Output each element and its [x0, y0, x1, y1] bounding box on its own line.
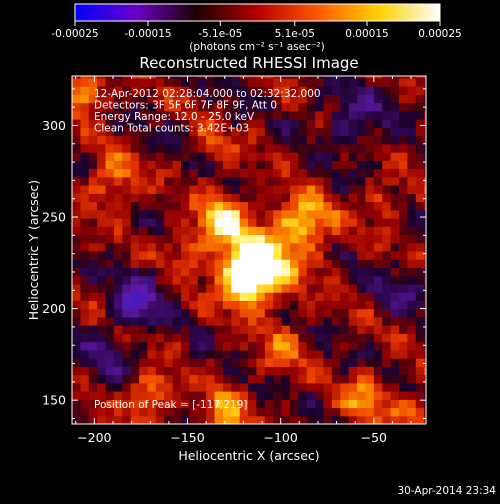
axis-ticks: −200 −150 −100 −50 150 200 250 300 — [42, 76, 426, 445]
x-tick-label: −200 — [77, 430, 111, 445]
colorbar-units: (photons cm⁻² s⁻¹ asec⁻²) — [189, 41, 324, 53]
colorbar-tick-label: -0.00015 — [124, 28, 171, 40]
annotation-line: Energy Range: 12.0 - 25.0 keV — [94, 111, 255, 123]
annotation-line: 12-Apr-2012 02:28:04.000 to 02:32:32.000 — [94, 88, 321, 100]
y-tick-label: 150 — [42, 393, 66, 408]
plot-area: −200 −150 −100 −50 150 200 250 300 — [42, 75, 427, 445]
colorbar-tick-label: 5.1e-05 — [275, 28, 315, 40]
x-tick-label: −100 — [264, 430, 298, 445]
y-tick-label: 250 — [42, 210, 66, 225]
colorbar: -0.00025 -0.00015 -5.1e-05 5.1e-05 0.00015 0.… — [51, 3, 462, 53]
heatmap-image — [72, 76, 426, 424]
colorbar-tick-label: -0.00025 — [51, 28, 98, 40]
y-axis-label: Heliocentric Y (arcsec) — [26, 180, 41, 320]
footer-timestamp: 30-Apr-2014 23:34 — [397, 485, 496, 497]
annotation-line: Detectors: 3F 5F 6F 7F 8F 9F, Att 0 — [94, 100, 277, 112]
annotation-line: Clean Total counts: 3.42E+03 — [94, 123, 249, 135]
x-tick-label: −50 — [361, 430, 387, 445]
x-axis-label: Heliocentric X (arcsec) — [178, 448, 319, 463]
colorbar-gradient — [74, 3, 441, 22]
y-tick-label: 200 — [42, 301, 66, 316]
colorbar-tick-label: 0.00025 — [418, 28, 461, 40]
colorbar-tick-label: -5.1e-05 — [198, 28, 242, 40]
x-tick-label: −150 — [170, 430, 204, 445]
plot-frame — [71, 75, 427, 425]
colorbar-tick-label: 0.00015 — [345, 28, 388, 40]
colorbar-ticks: -0.00025 -0.00015 -5.1e-05 5.1e-05 0.00015 0.… — [51, 21, 462, 40]
annotations: 12-Apr-2012 02:28:04.000 to 02:32:32.000… — [94, 88, 321, 135]
peak-position-label: Position of Peak = [-117,219] — [94, 399, 248, 411]
y-tick-label: 300 — [42, 118, 66, 133]
chart-title: Reconstructed RHESSI Image — [139, 54, 358, 72]
